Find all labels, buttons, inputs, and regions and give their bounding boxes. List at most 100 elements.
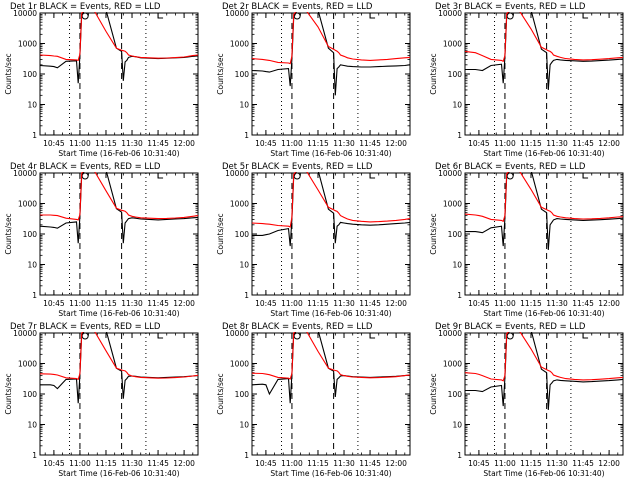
decimation-marker xyxy=(157,13,164,19)
x-tick-label: 11:15 xyxy=(520,139,542,148)
x-tick-label: 11:30 xyxy=(546,299,568,308)
panel-6: Det 6r BLACK = Events, RED = LLD 1 10 100 10… xyxy=(429,162,624,318)
x-tick-label: 11:45 xyxy=(147,139,169,148)
y-tick-label: 10 xyxy=(239,261,249,270)
x-axis-label: Start Time (16-Feb-06 10:31:40) xyxy=(483,309,604,318)
x-axis-label: Start Time (16-Feb-06 10:31:40) xyxy=(270,309,391,318)
x-tick-label: 11:30 xyxy=(121,139,143,148)
series-line-events xyxy=(465,172,623,250)
y-axis-label: Counts/sec xyxy=(216,53,225,94)
x-tick-label: 12:00 xyxy=(385,459,407,468)
y-tick-label: 1 xyxy=(244,291,249,300)
decimation-marker xyxy=(157,333,164,339)
y-axis-label: Counts/sec xyxy=(216,213,225,254)
x-tick-label: 11:30 xyxy=(121,459,143,468)
y-axis-label: Counts/sec xyxy=(216,373,225,414)
x-tick-label: 11:45 xyxy=(147,459,169,468)
series-line-lld xyxy=(40,332,198,381)
series-line-events xyxy=(252,12,410,96)
y-tick-label: 1000 xyxy=(18,360,37,369)
x-tick-label: 11:45 xyxy=(572,139,594,148)
x-tick-label: 11:00 xyxy=(281,459,303,468)
y-tick-label: 10 xyxy=(452,101,462,110)
x-tick-label: 11:15 xyxy=(307,299,329,308)
panel-title: Det 3r BLACK = Events, RED = LLD xyxy=(435,2,586,12)
axes-frame xyxy=(464,332,624,456)
x-axis-label: Start Time (16-Feb-06 10:31:40) xyxy=(58,149,179,158)
x-tick-label: 12:00 xyxy=(173,299,195,308)
y-tick-label: 10 xyxy=(27,261,37,270)
y-axis-label: Counts/sec xyxy=(429,373,438,414)
decimation-marker xyxy=(582,13,589,19)
x-axis-label: Start Time (16-Feb-06 10:31:40) xyxy=(58,309,179,318)
x-tick-label: 11:30 xyxy=(333,299,355,308)
y-tick-label: 1000 xyxy=(230,200,249,209)
y-tick-label: 1000 xyxy=(443,360,462,369)
x-tick-label: 11:30 xyxy=(546,139,568,148)
y-tick-label: 10000 xyxy=(225,9,249,18)
x-tick-label: 11:30 xyxy=(333,459,355,468)
x-tick-label: 11:15 xyxy=(95,139,117,148)
x-tick-label: 10:45 xyxy=(43,139,65,148)
panel-title: Det 7r BLACK = Events, RED = LLD xyxy=(10,322,161,332)
x-tick-label: 10:45 xyxy=(468,459,490,468)
decimation-marker xyxy=(157,173,164,179)
series-line-lld xyxy=(40,12,198,62)
y-tick-label: 1000 xyxy=(443,200,462,209)
y-tick-label: 1 xyxy=(32,451,37,460)
y-tick-label: 10000 xyxy=(225,169,249,178)
x-tick-label: 12:00 xyxy=(385,299,407,308)
y-axis-label: Counts/sec xyxy=(4,213,13,254)
series-line-lld xyxy=(252,12,410,65)
y-tick-label: 1000 xyxy=(443,40,462,49)
y-tick-label: 100 xyxy=(235,70,250,79)
panel-title: Det 8r BLACK = Events, RED = LLD xyxy=(222,322,373,332)
axes-frame xyxy=(464,172,624,296)
decimation-marker xyxy=(582,173,589,179)
x-tick-label: 12:00 xyxy=(385,139,407,148)
x-axis-label: Start Time (16-Feb-06 10:31:40) xyxy=(270,469,391,478)
y-tick-label: 10 xyxy=(27,421,37,430)
y-tick-label: 10 xyxy=(452,421,462,430)
y-tick-label: 1000 xyxy=(18,200,37,209)
y-tick-label: 10 xyxy=(239,421,249,430)
x-tick-label: 11:45 xyxy=(572,299,594,308)
series-line-events xyxy=(40,12,198,84)
x-axis-label: Start Time (16-Feb-06 10:31:40) xyxy=(483,469,604,478)
y-tick-label: 1 xyxy=(244,131,249,140)
y-tick-label: 10000 xyxy=(13,169,37,178)
y-tick-label: 1 xyxy=(244,451,249,460)
panel-8: Det 8r BLACK = Events, RED = LLD 1 10 100 10… xyxy=(216,322,411,478)
series-line-events xyxy=(40,332,198,404)
x-tick-label: 11:00 xyxy=(281,139,303,148)
x-tick-label: 11:00 xyxy=(69,459,91,468)
x-tick-label: 11:30 xyxy=(121,299,143,308)
panel-4: Det 4r BLACK = Events, RED = LLD 1 10 100 10… xyxy=(4,162,199,318)
x-tick-label: 11:00 xyxy=(69,299,91,308)
y-tick-label: 10000 xyxy=(225,329,249,338)
x-tick-label: 11:30 xyxy=(546,459,568,468)
y-tick-label: 100 xyxy=(23,230,38,239)
x-tick-label: 10:45 xyxy=(43,459,65,468)
x-tick-label: 10:45 xyxy=(255,459,277,468)
y-tick-label: 1 xyxy=(457,291,462,300)
x-tick-label: 11:15 xyxy=(520,299,542,308)
y-axis-label: Counts/sec xyxy=(4,373,13,414)
y-tick-label: 100 xyxy=(23,390,38,399)
attenuator-marker xyxy=(81,12,89,20)
x-tick-label: 10:45 xyxy=(468,299,490,308)
x-tick-label: 11:15 xyxy=(95,459,117,468)
y-axis-label: Counts/sec xyxy=(429,213,438,254)
x-tick-label: 11:45 xyxy=(359,299,381,308)
decimation-marker xyxy=(582,333,589,339)
series-line-events xyxy=(465,332,623,410)
panel-1: Det 1r BLACK = Events, RED = LLD 1 10 100 10… xyxy=(4,2,199,158)
y-tick-label: 10000 xyxy=(13,329,37,338)
axes-frame xyxy=(251,12,411,136)
x-tick-label: 11:30 xyxy=(333,139,355,148)
y-axis-label: Counts/sec xyxy=(4,53,13,94)
y-tick-label: 1 xyxy=(32,131,37,140)
x-tick-label: 11:45 xyxy=(359,139,381,148)
panel-5: Det 5r BLACK = Events, RED = LLD 1 10 100 10… xyxy=(216,162,411,318)
decimation-marker xyxy=(369,173,376,179)
